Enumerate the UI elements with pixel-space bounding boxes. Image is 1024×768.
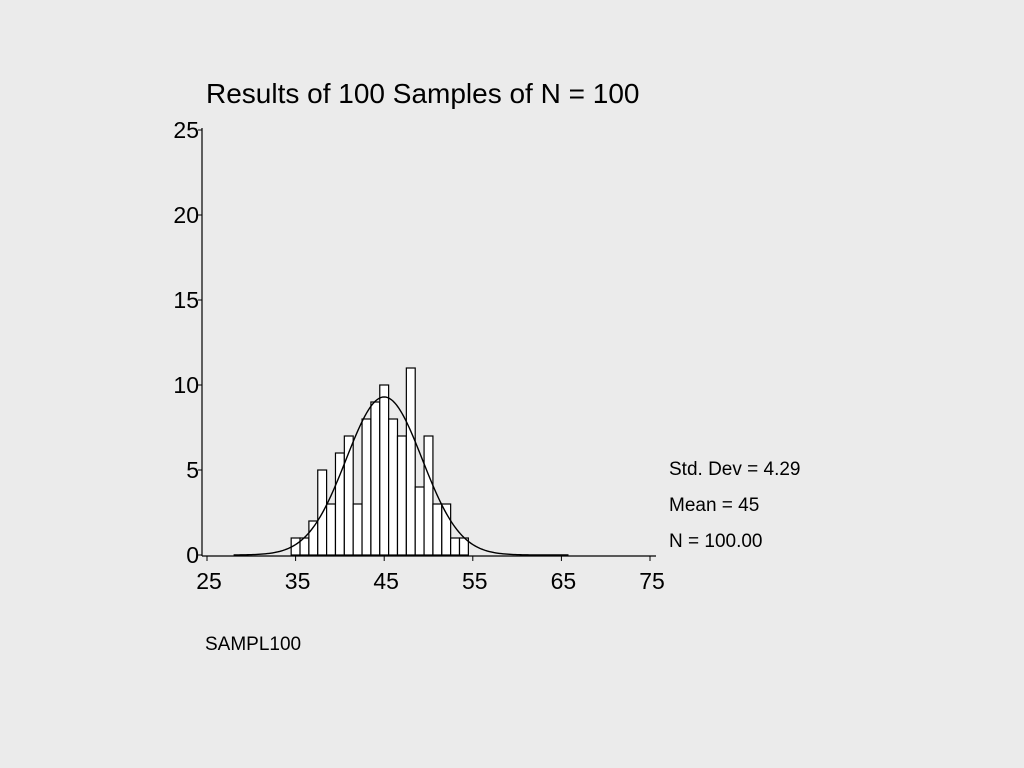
histogram-bar	[396, 435, 407, 556]
histogram-bar	[450, 537, 461, 556]
stat-std-dev: Std. Dev = 4.29	[669, 459, 801, 480]
histogram-bar	[423, 435, 434, 556]
x-tick-label: 65	[551, 568, 577, 594]
x-axis-label: SAMPL100	[205, 634, 301, 655]
y-tick-label: 10	[173, 372, 199, 398]
y-tick-label: 5	[186, 457, 199, 483]
x-tick-label: 55	[462, 568, 488, 594]
stat-n: N = 100.00	[669, 531, 763, 552]
y-tick-label: 20	[173, 202, 199, 228]
histogram-bar	[405, 367, 416, 556]
axes: 0 5 10 15 20 25 25 35 45 55 65 75	[173, 117, 664, 594]
histogram-bar	[432, 503, 443, 556]
histogram-bars	[290, 367, 469, 556]
histogram-bar	[361, 418, 372, 556]
histogram-bar	[388, 418, 399, 556]
y-tick-label: 0	[186, 542, 199, 568]
x-tick-label: 35	[285, 568, 311, 594]
stat-mean: Mean = 45	[669, 495, 759, 516]
histogram-bar	[343, 435, 354, 556]
histogram-bar	[326, 503, 337, 556]
x-tick-label: 75	[639, 568, 665, 594]
normal-curve	[233, 396, 569, 556]
histogram-bar	[414, 486, 425, 556]
histogram-bar	[352, 503, 363, 556]
chart-title: Results of 100 Samples of N = 100	[206, 78, 639, 109]
histogram-bar	[370, 401, 381, 556]
y-tick-label: 25	[173, 117, 199, 143]
x-tick-label: 45	[373, 568, 399, 594]
histogram-bar	[379, 384, 390, 556]
histogram-bar	[441, 503, 452, 556]
x-tick-label: 25	[196, 568, 222, 594]
y-tick-label: 15	[173, 287, 199, 313]
